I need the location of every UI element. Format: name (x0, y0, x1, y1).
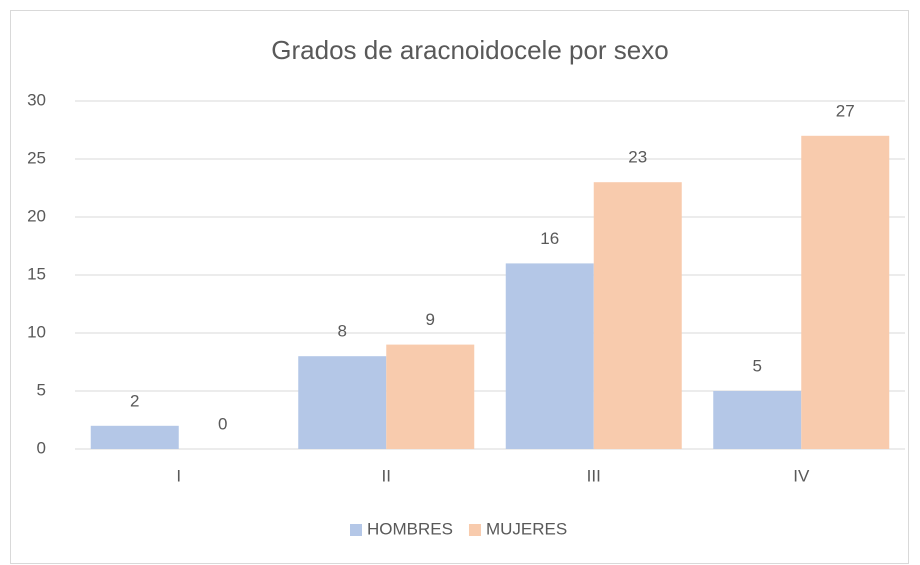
data-label: 16 (540, 229, 559, 248)
y-tick-label: 25 (27, 148, 46, 167)
y-tick-label: 5 (37, 380, 46, 399)
bar (801, 135, 890, 450)
y-tick-label: 15 (27, 264, 46, 283)
y-tick-label: 0 (37, 438, 46, 457)
data-label: 0 (218, 414, 227, 433)
chart-title: Grados de aracnoidocele por sexo (271, 35, 668, 65)
legend-swatch (468, 524, 481, 536)
bar (90, 425, 179, 449)
chart-border (10, 10, 909, 564)
bar (593, 182, 682, 449)
bar (713, 391, 802, 449)
y-tick-label: 30 (27, 90, 46, 109)
data-label: 27 (836, 101, 855, 120)
bar (386, 344, 475, 449)
bar (505, 263, 594, 449)
data-label: 23 (628, 148, 647, 167)
bar (298, 356, 387, 449)
data-label: 2 (130, 391, 139, 410)
data-label: 9 (426, 310, 435, 329)
x-tick-label: III (587, 466, 601, 485)
x-tick-label: I (176, 466, 181, 485)
y-tick-label: 20 (27, 206, 46, 225)
legend-label: MUJERES (486, 519, 567, 538)
x-tick-label: IV (793, 466, 810, 485)
data-label: 5 (753, 356, 762, 375)
data-label: 8 (338, 322, 347, 341)
legend-label: HOMBRES (367, 519, 453, 538)
legend-swatch (350, 524, 362, 536)
x-tick-label: II (382, 466, 391, 485)
y-tick-label: 10 (27, 322, 46, 341)
